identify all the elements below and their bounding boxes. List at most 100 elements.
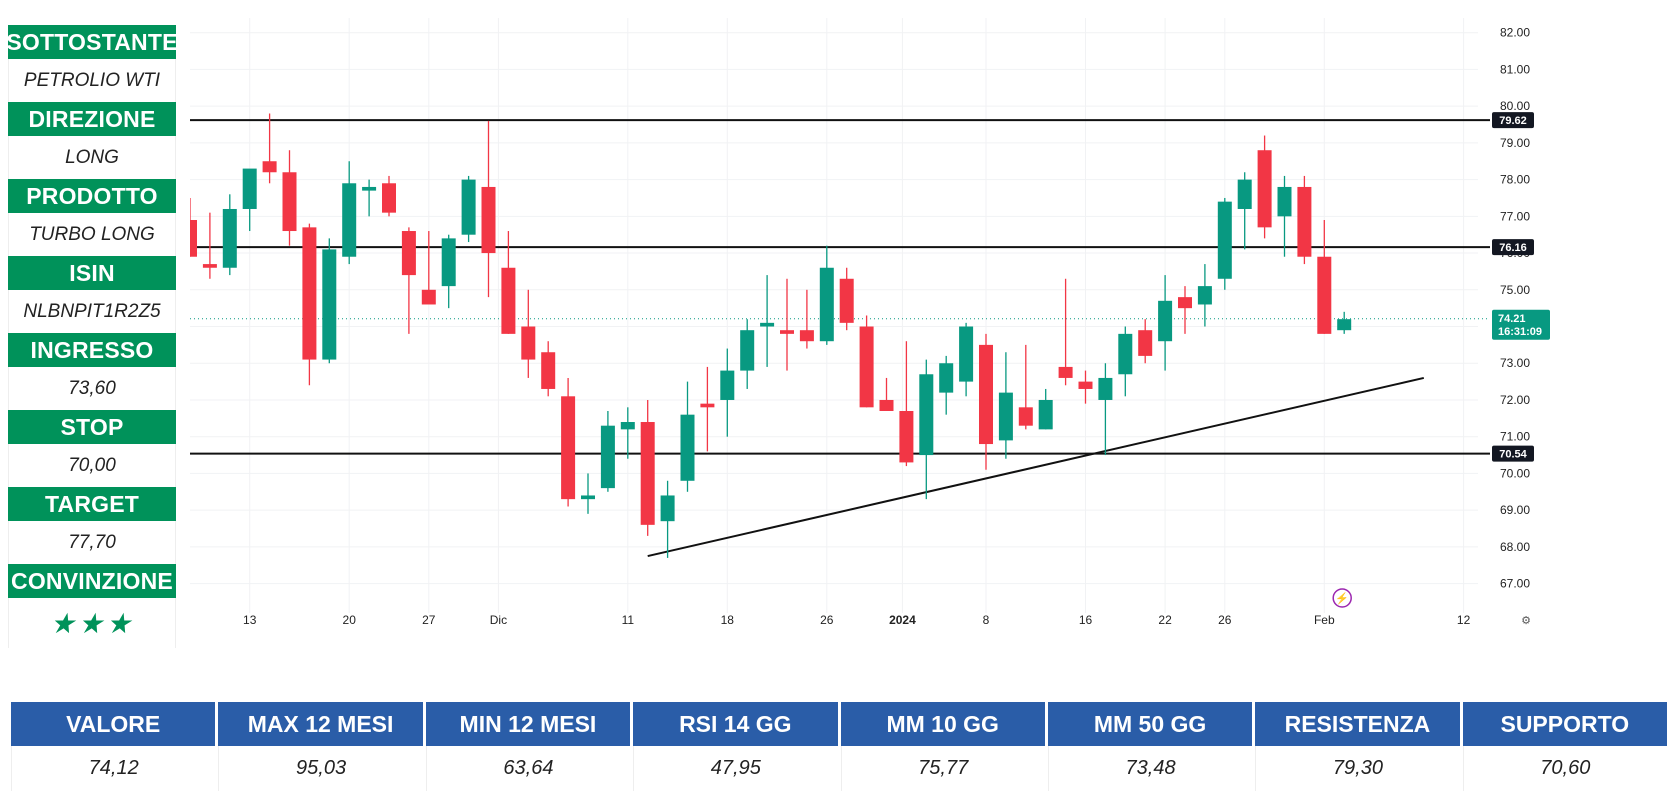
target-value: 77,70	[8, 521, 176, 564]
candle-body	[302, 227, 317, 360]
header-supporto: SUPPORTO	[1462, 702, 1667, 746]
candle-body	[1197, 286, 1212, 305]
candle-body	[640, 422, 655, 525]
candle-body	[561, 396, 576, 500]
y-tick-label: 70.00	[1500, 466, 1530, 480]
current-price-countdown: 16:31:09	[1498, 326, 1542, 338]
y-tick-label: 80.00	[1500, 99, 1530, 113]
value-resistenza: 79,30	[1255, 746, 1460, 791]
x-tick-label: 16	[1079, 613, 1093, 627]
value-max-12-mesi: 95,03	[218, 746, 423, 791]
x-tick-label: 18	[721, 613, 735, 627]
horizontal-level-label: 79.62	[1499, 115, 1527, 127]
sottostante-value: PETROLIO WTI	[8, 59, 176, 102]
candle-body	[1158, 300, 1173, 342]
candle-body	[859, 326, 874, 408]
header-mm-50-gg: MM 50 GG	[1047, 702, 1253, 746]
candle-body	[660, 495, 675, 522]
y-tick-label: 82.00	[1500, 26, 1530, 40]
candle-body	[190, 220, 197, 257]
candle-body	[620, 422, 635, 430]
candle-body	[1237, 179, 1252, 209]
direzione-value: LONG	[8, 136, 176, 179]
stats-table: VALORE MAX 12 MESI MIN 12 MESI RSI 14 GG…	[8, 702, 1670, 791]
price-tag-bg	[1492, 239, 1534, 256]
candle-body	[1098, 377, 1113, 400]
candle-body	[780, 330, 794, 334]
candle-body	[839, 278, 854, 323]
value-mm-10-gg: 75,77	[840, 746, 1045, 791]
x-tick-label: Feb	[1314, 613, 1335, 627]
horizontal-level-label: 70.54	[1499, 449, 1527, 461]
x-tick-label: 2024	[889, 613, 916, 627]
candle-body	[242, 168, 257, 209]
y-tick-label: 75.00	[1500, 283, 1530, 297]
header-rsi-14-gg: RSI 14 GG	[633, 702, 838, 746]
candle-body	[1337, 319, 1352, 331]
x-tick-label: 8	[983, 613, 990, 627]
lightning-icon: ⚡	[1335, 592, 1349, 605]
y-tick-label: 81.00	[1500, 62, 1530, 76]
candle-body	[879, 399, 894, 411]
candle-body	[959, 326, 974, 382]
stats-header-row: VALORE MAX 12 MESI MIN 12 MESI RSI 14 GG…	[11, 702, 1667, 746]
isin-label: ISIN	[8, 256, 176, 290]
x-tick-label: 13	[243, 613, 257, 627]
value-mm-50-gg: 73,48	[1047, 746, 1253, 791]
sottostante-label: SOTTOSTANTE	[6, 25, 177, 59]
y-tick-label: 71.00	[1500, 430, 1530, 444]
y-tick-label: 69.00	[1500, 503, 1530, 517]
x-tick-label: Dic	[490, 613, 507, 627]
candle-body	[362, 186, 377, 191]
candle-body	[979, 344, 993, 445]
candle-body	[1277, 186, 1292, 217]
candle-body	[382, 183, 396, 213]
info-sidebar: SOTTOSTANTE PETROLIO WTI DIREZIONE LONG …	[6, 25, 177, 648]
value-supporto: 70,60	[1462, 746, 1667, 791]
candle-body	[799, 330, 814, 342]
value-min-12-mesi: 63,64	[425, 746, 631, 791]
stop-value: 70,00	[8, 444, 176, 487]
x-tick-label: 26	[820, 613, 834, 627]
candle-body	[819, 267, 834, 342]
candle-body	[680, 414, 695, 481]
candlestick-chart: 82.0081.0080.0079.0078.0077.0076.0075.00…	[190, 18, 1550, 627]
candle-body	[1118, 333, 1133, 375]
ingresso-label: INGRESSO	[8, 333, 176, 367]
candle-body	[939, 363, 954, 393]
x-tick-label: 20	[343, 613, 357, 627]
candle-body	[1257, 150, 1272, 228]
current-price-tag-bg	[1492, 309, 1550, 340]
candle-body	[441, 238, 456, 287]
candle-body	[282, 172, 297, 232]
y-tick-label: 79.00	[1500, 136, 1530, 150]
current-price-label: 74.21	[1498, 313, 1526, 325]
candle-body	[262, 161, 277, 173]
candle-body	[600, 425, 615, 489]
candle-body	[541, 352, 556, 389]
value-valore: 74,12	[11, 746, 216, 791]
candle-body	[461, 179, 476, 235]
candle-body	[1038, 399, 1053, 430]
candle-body	[1018, 407, 1033, 426]
candle-body	[1217, 201, 1232, 279]
header-max-12-mesi: MAX 12 MESI	[218, 702, 423, 746]
x-tick-label: 26	[1218, 613, 1232, 627]
candle-body	[1058, 366, 1073, 378]
candle-body	[1317, 256, 1332, 334]
value-rsi-14-gg: 47,95	[633, 746, 838, 791]
price-tag-bg	[1492, 445, 1534, 462]
candle-body	[322, 249, 337, 360]
y-tick-label: 68.00	[1500, 540, 1530, 554]
candle-body	[998, 392, 1013, 441]
x-tick-label: 11	[622, 613, 635, 627]
header-valore: VALORE	[11, 702, 216, 746]
y-tick-label: 67.00	[1500, 577, 1530, 591]
stats-value-row: 74,12 95,03 63,64 47,95 75,77 73,48 79,3…	[11, 746, 1667, 791]
candle-body	[421, 289, 436, 305]
settings-icon: ⚙	[1521, 615, 1531, 627]
candle-body	[919, 374, 934, 456]
ingresso-value: 73,60	[8, 367, 176, 410]
candle-body	[1178, 297, 1192, 309]
price-tag-bg	[1492, 112, 1534, 129]
